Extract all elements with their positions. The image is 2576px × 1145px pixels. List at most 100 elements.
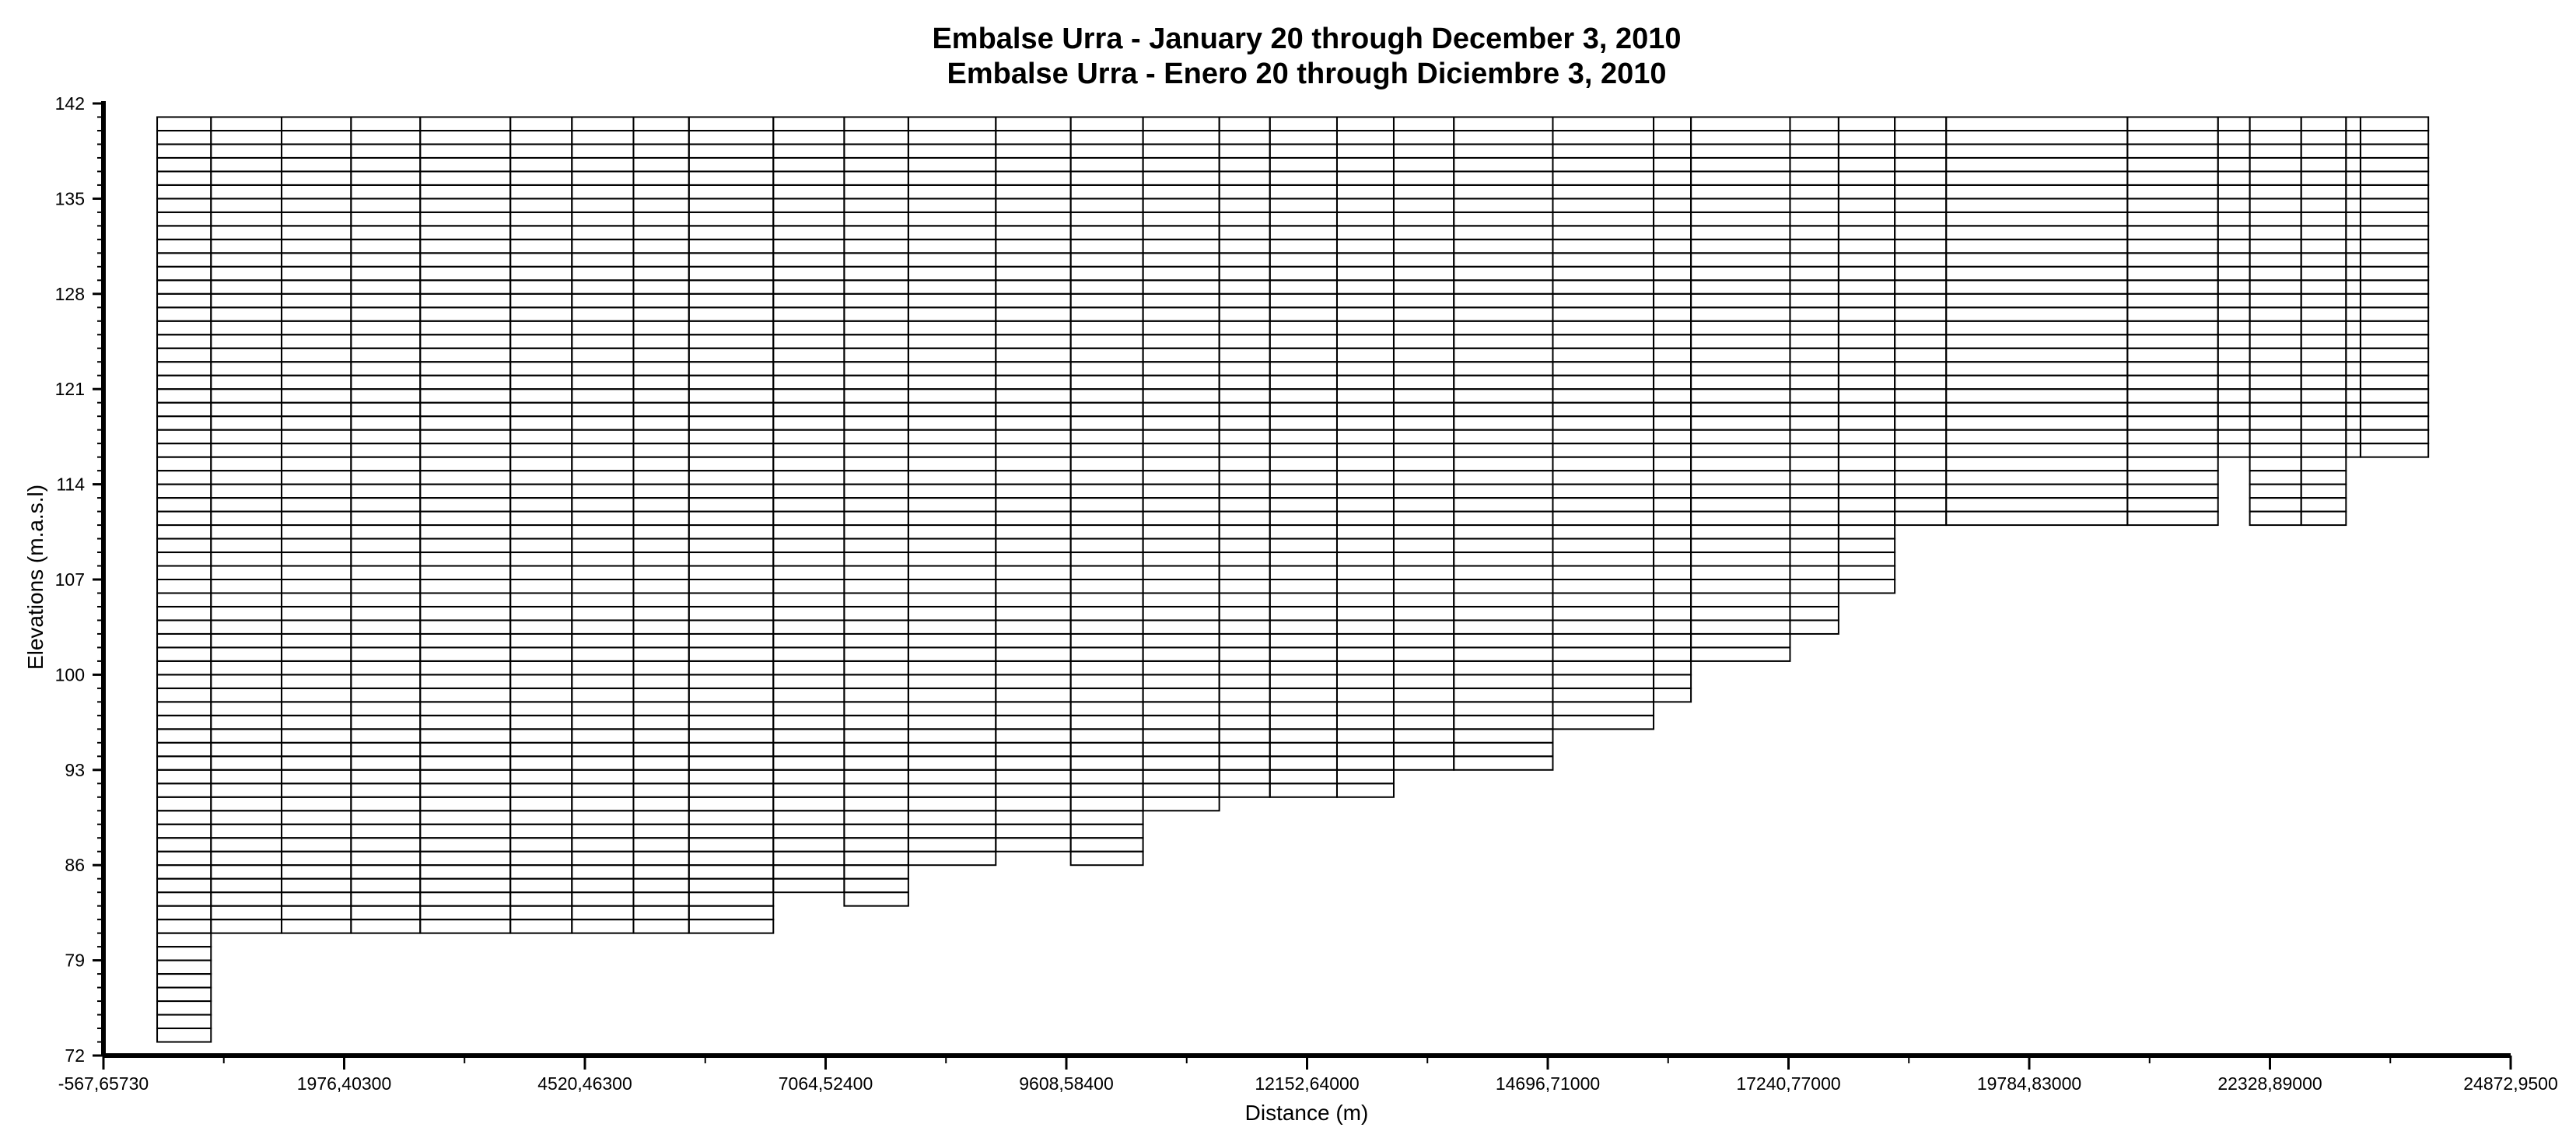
layer-cell	[571, 334, 635, 349]
layer-cell	[1069, 579, 1144, 594]
layer-cell	[281, 565, 352, 581]
segment-column	[1894, 116, 1948, 527]
layer-cell	[1142, 592, 1220, 608]
layer-cell	[2126, 429, 2219, 445]
layer-cell	[1894, 483, 1948, 499]
layer-cell	[1453, 537, 1554, 554]
layer-cell	[1789, 429, 1839, 445]
layer-cell	[632, 334, 690, 349]
layer-cell	[1690, 592, 1791, 608]
layer-cell	[1552, 252, 1655, 268]
layer-cell	[1894, 347, 1948, 363]
layer-cell	[632, 292, 690, 309]
layer-cell	[772, 456, 845, 472]
layer-cell	[1653, 292, 1692, 309]
layer-cell	[1269, 225, 1338, 240]
layer-cell	[156, 932, 212, 948]
layer-cell	[1653, 129, 1692, 145]
layer-cell	[1069, 837, 1144, 853]
layer-cell	[1653, 632, 1692, 649]
layer-cell	[571, 919, 635, 934]
layer-cell	[688, 265, 775, 282]
layer-cell	[1335, 646, 1395, 662]
layer-cell	[571, 497, 635, 513]
layer-cell	[1392, 470, 1455, 485]
layer-cell	[281, 850, 352, 867]
layer-cell	[2126, 238, 2219, 254]
layer-cell	[419, 443, 512, 458]
layer-cell	[1552, 292, 1655, 309]
segment-column	[2126, 116, 2219, 527]
layer-cell	[1945, 143, 2129, 159]
layer-cell	[688, 483, 775, 499]
layer-cell	[995, 292, 1072, 309]
layer-cell	[632, 592, 690, 608]
layer-cell	[2249, 143, 2302, 159]
layer-cell	[2300, 116, 2347, 131]
layer-cell	[907, 211, 997, 227]
layer-cell	[1392, 225, 1455, 240]
layer-cell	[1552, 401, 1655, 418]
layer-cell	[2345, 156, 2361, 173]
layer-cell	[1690, 619, 1791, 635]
layer-cell	[156, 129, 212, 145]
layer-cell	[571, 864, 635, 880]
layer-cell	[509, 388, 573, 404]
layer-cell	[350, 401, 422, 418]
layer-cell	[2126, 156, 2219, 173]
layer-cell	[772, 279, 845, 295]
layer-cell	[509, 850, 573, 867]
layer-cell	[772, 687, 845, 703]
layer-cell	[509, 347, 573, 363]
layer-cell	[907, 701, 997, 716]
layer-cell	[1690, 401, 1791, 418]
layer-cell	[350, 361, 422, 376]
layer-cell	[156, 891, 212, 907]
layer-cell	[995, 728, 1072, 744]
layer-cell	[2300, 170, 2347, 186]
layer-cell	[419, 116, 512, 131]
layer-cell	[350, 292, 422, 309]
layer-cell	[1837, 415, 1896, 431]
layer-cell	[1552, 687, 1655, 703]
layer-cell	[1789, 605, 1839, 622]
layer-cell	[281, 497, 352, 513]
layer-cell	[156, 238, 212, 254]
layer-cell	[1894, 211, 1948, 227]
layer-cell	[419, 783, 512, 798]
layer-cell	[1552, 701, 1655, 716]
segment-column	[1945, 116, 2129, 527]
layer-cell	[419, 823, 512, 839]
layer-cell	[688, 755, 775, 771]
layer-cell	[1453, 701, 1554, 716]
layer-cell	[1392, 755, 1455, 771]
layer-cell	[210, 701, 283, 716]
layer-cell	[843, 116, 909, 131]
layer-cell	[1945, 129, 2129, 145]
segment-column	[843, 116, 909, 907]
layer-cell	[1392, 320, 1455, 336]
y-tick-label: 93	[65, 760, 85, 780]
layer-cell	[1335, 619, 1395, 635]
layer-cell	[1453, 184, 1554, 200]
layer-cell	[1653, 211, 1692, 227]
layer-cell	[1690, 537, 1791, 554]
layer-cell	[2345, 361, 2361, 376]
layer-cell	[995, 755, 1072, 771]
layer-cell	[350, 374, 422, 390]
layer-cell	[1142, 347, 1220, 363]
layer-cell	[571, 116, 635, 131]
layer-cell	[1069, 769, 1144, 785]
layer-cell	[156, 905, 212, 921]
layer-cell	[2359, 429, 2430, 445]
layer-cell	[156, 510, 212, 527]
layer-cell	[1837, 551, 1896, 567]
layer-cell	[1945, 116, 2129, 131]
layer-cell	[281, 823, 352, 839]
layer-cell	[156, 443, 212, 458]
layer-cell	[907, 660, 997, 676]
layer-cell	[688, 510, 775, 527]
layer-cell	[1392, 156, 1455, 173]
layer-cell	[350, 456, 422, 472]
layer-cell	[1392, 592, 1455, 608]
